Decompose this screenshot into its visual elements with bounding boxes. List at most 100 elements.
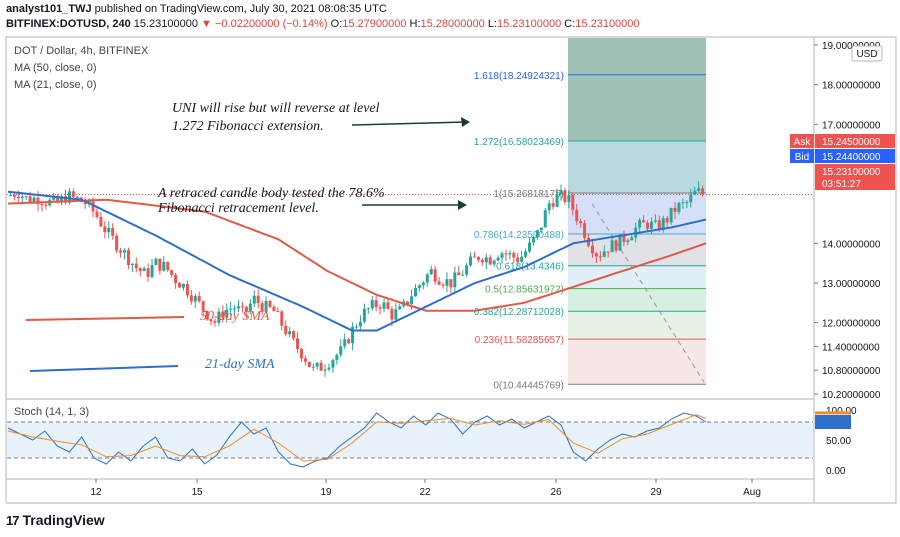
candle-body	[28, 196, 32, 203]
candle-body	[213, 321, 217, 323]
candle-body	[358, 321, 362, 327]
price-axis-frame[interactable]	[813, 36, 897, 504]
uni-annotation-line2: 1.272 Fibonacci extension.	[172, 119, 324, 134]
candle-body	[496, 257, 500, 261]
time-tick-label: Aug	[743, 487, 761, 498]
fib-zone	[568, 339, 706, 385]
tradingview-logo[interactable]: 17 TradingView	[6, 512, 105, 528]
uni-arrow-head	[461, 117, 470, 127]
candle-body	[457, 272, 461, 276]
candle-body	[339, 346, 343, 355]
ohlc-h-label: H:	[409, 18, 421, 30]
candle-body	[335, 354, 339, 361]
candle-body	[319, 362, 323, 371]
candle-body	[343, 339, 347, 347]
candle-body	[480, 259, 484, 263]
dashed-trend-line	[591, 203, 705, 383]
candle-body	[575, 209, 579, 222]
stoch-k-tag	[815, 415, 851, 429]
retrace-annotation-line1: A retraced candle body tested the 78.6%	[157, 186, 385, 201]
candle-body	[327, 367, 331, 370]
ma50-legend[interactable]: MA (50, close, 0)	[14, 62, 97, 74]
price-tick-label: 17.00000000	[822, 120, 881, 131]
candle-body	[386, 302, 390, 309]
sma50-sample-line	[25, 316, 185, 321]
candle-body	[122, 250, 126, 253]
candle-body	[378, 307, 382, 309]
candle-body	[504, 253, 508, 255]
candle-body	[205, 310, 209, 320]
candle-body	[441, 284, 445, 286]
stoch-d-tag	[815, 411, 851, 415]
price-tick-label: 18.00000000	[822, 81, 881, 92]
candle-body	[453, 272, 457, 288]
ohlc-close: 15.23100000	[575, 18, 640, 30]
candle-body	[669, 207, 673, 223]
ma21-legend[interactable]: MA (21, close, 0)	[14, 79, 97, 91]
symbol[interactable]: BITFINEX:DOTUSD, 240	[6, 18, 131, 30]
time-tick-label: 26	[550, 487, 562, 498]
candle-body	[587, 238, 591, 246]
candle-body	[382, 302, 386, 309]
candle-body	[406, 301, 410, 304]
candle-body	[559, 190, 563, 195]
candle-body	[701, 188, 705, 194]
price-tick-label: 12.00000000	[822, 319, 881, 330]
candle-body	[201, 301, 205, 311]
fibonacci-group: 1.618(18.24924321) 1.272(16.58023469) 1(15…	[474, 38, 706, 391]
candle-body	[374, 300, 378, 308]
candle-body	[512, 253, 516, 258]
candle-body	[355, 326, 359, 328]
candle-body	[142, 268, 146, 272]
candle-body	[614, 240, 618, 251]
candle-body	[646, 222, 650, 229]
author-name[interactable]: analyst101_TWJ	[6, 3, 92, 15]
candle-body	[461, 274, 465, 276]
ohlc-l-label: L:	[487, 18, 497, 30]
publish-header: analyst101_TWJ published on TradingView.…	[6, 3, 387, 15]
candle-body	[197, 296, 201, 302]
candle-body	[665, 218, 669, 223]
price-tick-label: 14.00000000	[822, 239, 881, 250]
candle-body	[476, 257, 480, 260]
candle-body	[551, 203, 555, 207]
price-tick-label: 11.40000000	[822, 342, 880, 353]
candle-body	[119, 250, 123, 253]
candle-body	[83, 202, 87, 205]
stoch-title[interactable]: Stoch (14, 1, 3)	[14, 406, 90, 418]
candle-body	[437, 281, 441, 285]
candle-body	[166, 261, 170, 271]
candle-body	[323, 369, 327, 371]
candle-body	[292, 331, 296, 339]
candle-body	[630, 237, 634, 241]
fib-zone	[568, 265, 706, 289]
stoch-band	[7, 422, 813, 458]
ma50-line	[7, 198, 707, 312]
fib-level-label: 1.272(16.58023469)	[474, 137, 564, 148]
candle-body	[209, 319, 213, 322]
time-tick-label: 19	[320, 487, 332, 498]
candle-body	[500, 253, 504, 258]
candle-body	[115, 235, 119, 251]
candle-body	[661, 218, 665, 230]
candle-body	[508, 253, 512, 255]
candle-body	[229, 308, 233, 310]
tradingview-logo-mark: 17	[6, 513, 20, 528]
candle-body	[103, 226, 107, 233]
ohlc-open: 15.27900000	[342, 18, 407, 30]
candle-body	[67, 191, 71, 203]
candle-body	[618, 234, 622, 251]
candle-body	[252, 295, 256, 304]
fib-zone	[568, 311, 706, 340]
candle-body	[410, 296, 414, 304]
candle-body	[32, 197, 36, 203]
candle-body	[126, 250, 130, 266]
candle-body	[20, 196, 24, 198]
candle-body	[276, 311, 280, 313]
candle-body	[299, 348, 303, 359]
candle-body	[24, 196, 28, 198]
time-tick-label: 12	[90, 487, 102, 498]
ohlc-c-label: C:	[564, 18, 576, 30]
fib-zone	[568, 140, 706, 194]
